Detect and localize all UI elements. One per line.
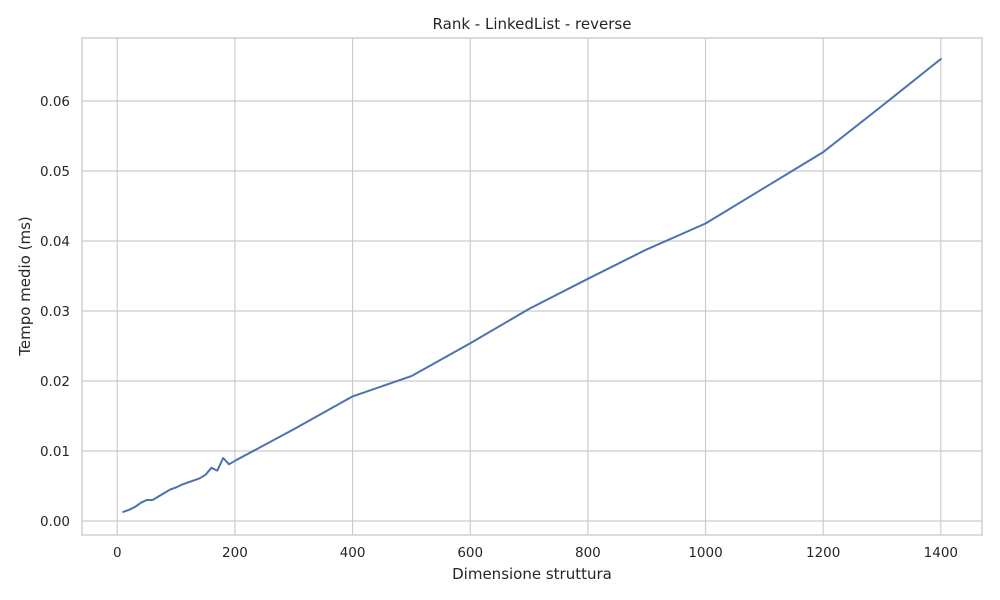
- y-axis-label: Tempo medio (ms): [16, 216, 34, 357]
- y-tick-label: 0.00: [40, 514, 70, 530]
- x-tick-label: 0: [113, 545, 122, 561]
- tick-label-layer: 0 200 400 600 800 1000 1200 1400 0.00 0.01 0.02 0.0…: [40, 94, 958, 561]
- grid-layer: [82, 38, 982, 535]
- x-tick-label: 200: [222, 545, 248, 561]
- y-tick-label: 0.04: [40, 234, 70, 250]
- y-tick-label: 0.02: [40, 374, 70, 390]
- series-line-0: [122, 58, 942, 513]
- x-tick-label: 400: [340, 545, 366, 561]
- y-tick-label: 0.03: [40, 304, 70, 320]
- chart-title: Rank - LinkedList - reverse: [433, 15, 632, 33]
- plot-area-frame: [81, 37, 983, 536]
- series-layer: [122, 58, 942, 513]
- x-tick-label: 1200: [806, 545, 840, 561]
- x-tick-label: 800: [575, 545, 601, 561]
- y-tick-label: 0.05: [40, 164, 70, 180]
- x-axis-label: Dimensione struttura: [452, 565, 612, 583]
- x-tick-label: 1400: [924, 545, 958, 561]
- y-tick-label: 0.06: [40, 94, 70, 110]
- x-tick-label: 600: [457, 545, 483, 561]
- y-tick-label: 0.01: [40, 444, 70, 460]
- x-tick-label: 1000: [688, 545, 722, 561]
